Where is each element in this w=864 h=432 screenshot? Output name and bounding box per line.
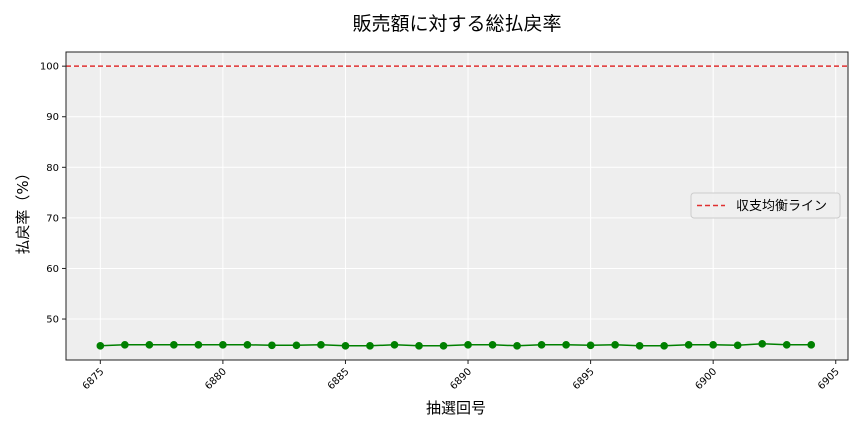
data-point xyxy=(488,341,497,349)
data-point xyxy=(243,341,252,349)
data-point xyxy=(684,341,693,349)
gridlines xyxy=(66,52,848,360)
data-point xyxy=(292,341,301,350)
payout-rate-series xyxy=(96,340,816,350)
data-point xyxy=(390,341,399,349)
data-point xyxy=(415,342,423,350)
data-point xyxy=(758,340,767,348)
data-point xyxy=(268,341,276,350)
data-point xyxy=(194,341,203,349)
x-tick-label: 6880 xyxy=(203,366,229,392)
data-point xyxy=(121,341,129,349)
data-point xyxy=(96,342,105,350)
y-tick-label: 60 xyxy=(46,264,59,275)
data-point xyxy=(635,342,644,350)
plot-frame xyxy=(65,51,849,361)
data-point xyxy=(439,342,448,350)
data-point xyxy=(562,341,570,349)
x-tick-label: 6885 xyxy=(326,366,352,392)
data-point xyxy=(660,342,668,350)
legend-label: 収支均衡ライン xyxy=(736,199,827,214)
data-point xyxy=(611,341,619,349)
series-line xyxy=(100,343,812,347)
y-tick-label: 50 xyxy=(46,315,59,326)
data-point xyxy=(709,341,717,349)
data-point xyxy=(366,342,374,350)
y-axis-label: 払戻率（%） xyxy=(14,165,32,254)
data-point xyxy=(807,341,816,349)
y-tick-label: 70 xyxy=(46,213,59,224)
x-tick-label: 6895 xyxy=(571,366,597,392)
x-axis-label: 抽選回号 xyxy=(426,399,486,417)
data-point xyxy=(219,341,227,349)
x-tick-label: 6900 xyxy=(694,366,720,392)
y-tick-label: 80 xyxy=(46,163,59,174)
legend-box xyxy=(690,192,841,219)
data-point xyxy=(513,342,521,350)
chart-title: 販売額に対する総払戻率 xyxy=(352,13,561,35)
data-point xyxy=(782,341,791,349)
data-point xyxy=(317,341,325,349)
data-point xyxy=(170,341,178,349)
data-point xyxy=(341,342,350,350)
data-point xyxy=(537,341,546,349)
data-point xyxy=(464,341,472,349)
x-tick-label: 6905 xyxy=(816,366,842,392)
legend: 収支均衡ライン xyxy=(690,192,841,219)
data-point xyxy=(145,341,154,349)
data-point xyxy=(733,341,742,350)
y-tick-label: 100 xyxy=(40,62,59,73)
x-tick-label: 6875 xyxy=(81,366,107,392)
y-axis-ticks: 50 60 70 80 90 100 xyxy=(40,62,66,326)
data-point xyxy=(586,341,595,350)
y-tick-label: 90 xyxy=(46,112,59,123)
x-axis-ticks: 6875 6880 6885 6890 6895 6900 6905 xyxy=(81,360,842,392)
x-tick-label: 6890 xyxy=(448,366,474,392)
